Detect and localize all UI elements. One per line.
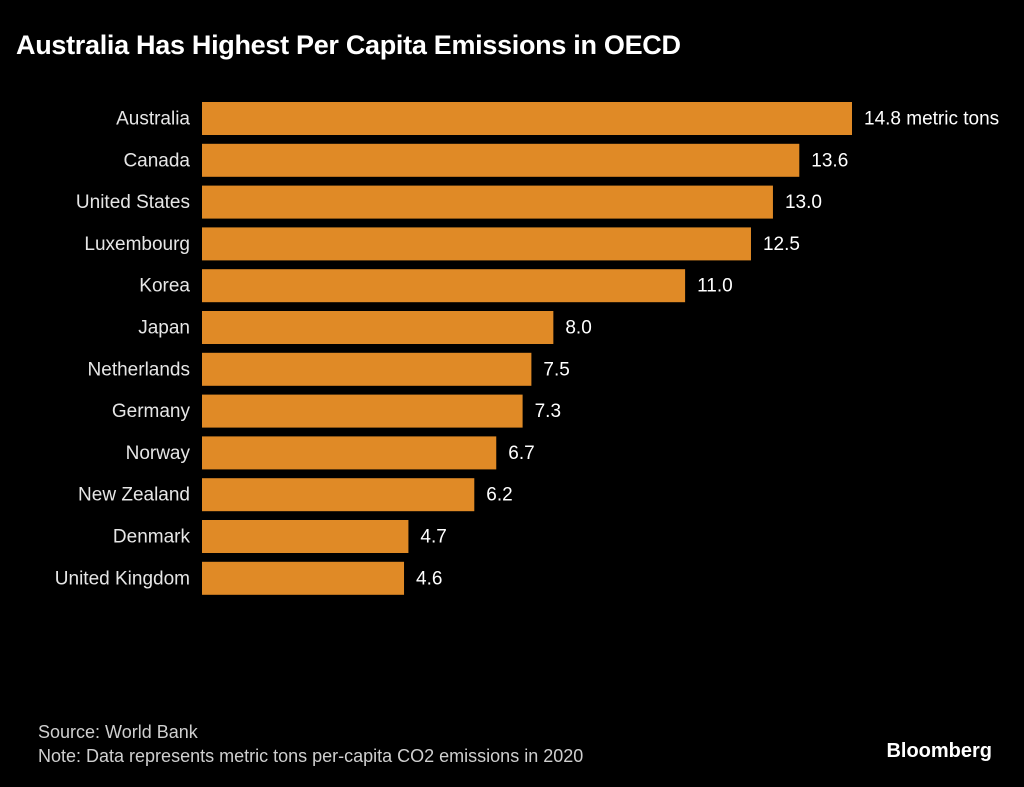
value-label: 7.5 (543, 359, 569, 380)
data-note: Note: Data represents metric tons per-ca… (38, 746, 584, 766)
source-note: Source: World Bank (38, 722, 198, 742)
bar-chart: Australia 14.8 metric tons Canada 13.6 Unite… (55, 102, 999, 595)
category-label: Netherlands (88, 359, 190, 380)
value-label: 4.6 (416, 568, 442, 589)
category-label: Norway (126, 443, 191, 464)
bar-netherlands (202, 352, 532, 386)
category-label: United States (76, 192, 190, 213)
bar-germany (202, 394, 523, 428)
bars-group: Australia 14.8 metric tons Canada 13.6 Unite… (55, 102, 999, 595)
value-label: 14.8 metric tons (864, 109, 999, 130)
value-label: 12.5 (763, 234, 800, 255)
bloomberg-logo: Bloomberg (886, 740, 992, 762)
value-label: 6.2 (486, 485, 512, 506)
category-label: New Zealand (78, 485, 190, 506)
value-label: 6.7 (508, 443, 534, 464)
bar-norway (202, 436, 497, 470)
category-label: Japan (138, 318, 190, 339)
category-label: Canada (123, 150, 190, 171)
value-label: 8.0 (565, 318, 591, 339)
category-label: Luxembourg (84, 234, 190, 255)
bar-korea (202, 269, 686, 303)
category-label: Germany (112, 401, 191, 422)
footer: Source: World Bank Note: Data represents… (38, 720, 583, 768)
value-label: 13.6 (811, 150, 848, 171)
value-label: 4.7 (420, 527, 446, 548)
category-label: Denmark (113, 527, 191, 548)
bar-japan (202, 311, 554, 344)
category-label: United Kingdom (55, 568, 190, 589)
value-label: 11.0 (697, 276, 733, 297)
bar-united-states (202, 185, 773, 219)
value-label: 7.3 (535, 401, 561, 422)
category-label: Korea (139, 276, 190, 297)
bar-denmark (202, 520, 409, 553)
bar-new-zealand (202, 478, 475, 512)
bar-luxembourg (202, 227, 751, 261)
bar-canada (202, 143, 800, 177)
bar-united-kingdom (202, 561, 405, 595)
category-label: Australia (116, 109, 190, 130)
value-label: 13.0 (785, 192, 822, 213)
chart-title: Australia Has Highest Per Capita Emissio… (16, 30, 681, 60)
bar-australia (202, 102, 852, 135)
